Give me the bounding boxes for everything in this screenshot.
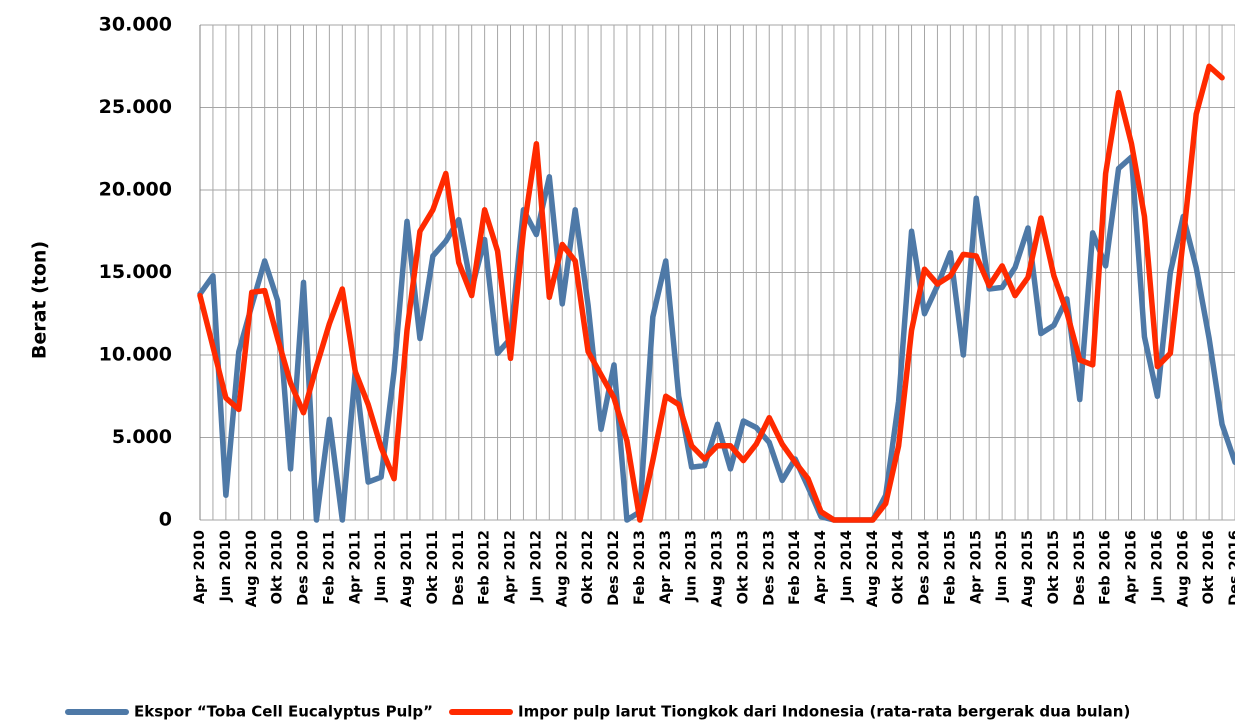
x-tick-label: Okt 2011 bbox=[425, 530, 441, 604]
x-tick-label: Feb 2014 bbox=[787, 530, 803, 605]
x-tick-label: Apr 2014 bbox=[813, 530, 829, 604]
x-tick-label: Des 2011 bbox=[451, 530, 467, 606]
x-tick-label: Apr 2013 bbox=[658, 530, 674, 604]
x-tick-label: Jun 2012 bbox=[528, 530, 544, 602]
x-tick-label: Jun 2015 bbox=[994, 530, 1010, 602]
x-tick-label: Feb 2016 bbox=[1098, 530, 1114, 605]
x-tick-label: Aug 2013 bbox=[710, 530, 726, 607]
x-tick-label: Okt 2012 bbox=[580, 530, 596, 604]
x-tick-label: Aug 2011 bbox=[399, 530, 415, 607]
y-tick-label: 0 bbox=[159, 509, 172, 531]
x-tick-label: Feb 2013 bbox=[632, 530, 648, 605]
x-tick-label: Feb 2011 bbox=[321, 530, 337, 605]
x-tick-label: Apr 2015 bbox=[968, 530, 984, 604]
x-tick-label: Des 2014 bbox=[917, 530, 933, 606]
legend-label: Impor pulp larut Tiongkok dari Indonesia… bbox=[518, 703, 1130, 721]
legend-label: Ekspor “Toba Cell Eucalyptus Pulp” bbox=[134, 703, 433, 721]
x-tick-label: Aug 2014 bbox=[865, 530, 881, 607]
x-tick-label: Jun 2013 bbox=[684, 530, 700, 602]
x-tick-label: Des 2010 bbox=[296, 530, 312, 606]
x-tick-label: Feb 2015 bbox=[942, 530, 958, 605]
x-tick-label: Feb 2012 bbox=[477, 530, 493, 605]
y-tick-label: 30.000 bbox=[99, 14, 172, 36]
x-tick-label: Aug 2012 bbox=[554, 530, 570, 607]
x-tick-label: Des 2013 bbox=[761, 530, 777, 606]
x-tick-label: Jun 2014 bbox=[839, 530, 855, 602]
x-tick-label: Aug 2016 bbox=[1175, 530, 1191, 607]
x-tick-label: Okt 2013 bbox=[735, 530, 751, 604]
x-tick-label: Okt 2015 bbox=[1046, 530, 1062, 604]
x-tick-label: Apr 2016 bbox=[1124, 530, 1140, 604]
x-tick-label: Des 2016 bbox=[1227, 530, 1235, 606]
x-tick-label: Aug 2010 bbox=[244, 530, 260, 607]
y-axis-label: Berat (ton) bbox=[29, 241, 51, 359]
x-tick-label: Okt 2016 bbox=[1201, 530, 1217, 604]
x-tick-label: Apr 2010 bbox=[192, 530, 208, 604]
x-tick-label: Apr 2011 bbox=[347, 530, 363, 604]
y-tick-label: 15.000 bbox=[99, 261, 172, 283]
x-tick-label: Jun 2010 bbox=[218, 530, 234, 602]
y-tick-label: 25.000 bbox=[99, 96, 172, 118]
x-tick-label: Okt 2014 bbox=[891, 530, 907, 604]
x-tick-label: Aug 2015 bbox=[1020, 530, 1036, 607]
x-tick-label: Des 2012 bbox=[606, 530, 622, 606]
y-tick-label: 20.000 bbox=[99, 179, 172, 201]
x-tick-label: Apr 2012 bbox=[503, 530, 519, 604]
x-tick-label: Des 2015 bbox=[1072, 530, 1088, 606]
x-tick-label: Jun 2016 bbox=[1149, 530, 1165, 602]
y-tick-label: 10.000 bbox=[99, 344, 172, 366]
y-tick-label: 5.000 bbox=[112, 426, 172, 448]
x-tick-label: Jun 2011 bbox=[373, 530, 389, 602]
data-line bbox=[197, 63, 1225, 523]
x-tick-label: Okt 2010 bbox=[270, 530, 286, 604]
